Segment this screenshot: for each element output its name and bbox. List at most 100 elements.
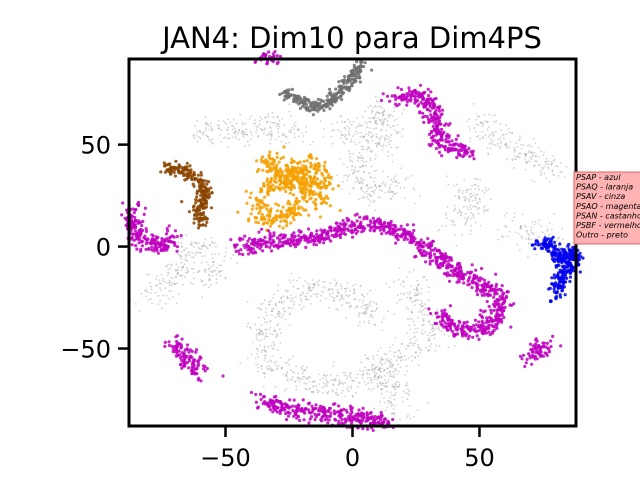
data-point [274, 202, 278, 206]
data-point [176, 341, 180, 345]
data-point [170, 234, 175, 238]
data-point [304, 298, 307, 301]
data-point [431, 330, 434, 333]
data-point [279, 356, 282, 359]
data-point [163, 340, 167, 344]
data-point [354, 181, 357, 183]
data-point [378, 368, 380, 370]
data-point [367, 369, 370, 371]
data-point [262, 372, 264, 374]
data-point [370, 186, 373, 189]
data-point [375, 169, 378, 172]
data-point [289, 131, 292, 134]
data-point [527, 256, 529, 259]
data-point [543, 165, 546, 168]
data-point [158, 279, 161, 281]
data-point [368, 322, 370, 325]
data-point [303, 305, 305, 308]
data-point [476, 202, 479, 205]
data-point [361, 157, 363, 159]
data-point [476, 178, 479, 181]
data-point [290, 114, 293, 117]
data-point [282, 213, 286, 217]
data-point [459, 277, 463, 281]
data-point [202, 242, 205, 245]
data-point [394, 129, 396, 132]
data-point [261, 302, 264, 305]
data-point [369, 159, 372, 162]
data-point [477, 185, 479, 188]
data-point [486, 210, 488, 212]
data-point [376, 383, 379, 385]
data-point [431, 124, 435, 128]
data-point [188, 354, 192, 358]
data-point [489, 308, 493, 312]
data-point [145, 240, 149, 244]
data-point [422, 250, 426, 254]
data-point [335, 308, 338, 310]
data-point [188, 170, 192, 174]
data-point [246, 239, 250, 243]
data-point [288, 313, 291, 316]
data-point [366, 183, 369, 186]
data-point [350, 422, 354, 426]
data-point [388, 360, 391, 362]
data-point [176, 273, 179, 276]
data-point [328, 406, 332, 410]
data-point [362, 136, 365, 139]
data-point [284, 134, 286, 137]
data-point [434, 258, 438, 262]
data-point [417, 316, 419, 319]
data-point [393, 313, 395, 316]
data-point [260, 339, 262, 342]
data-point [314, 197, 318, 202]
data-point [187, 251, 190, 254]
data-point [447, 279, 452, 283]
data-point [427, 320, 430, 323]
data-point [306, 282, 309, 285]
data-point [407, 357, 410, 360]
data-point [467, 146, 471, 151]
data-point [302, 369, 305, 372]
data-point [292, 297, 294, 300]
data-point [332, 361, 335, 364]
data-point [392, 412, 394, 415]
data-point [200, 261, 203, 264]
data-point [334, 87, 338, 91]
data-point [393, 373, 396, 376]
data-point [343, 395, 346, 398]
data-point [270, 369, 273, 372]
data-point [400, 355, 403, 358]
data-point [475, 205, 477, 208]
data-point [478, 115, 481, 118]
data-point [492, 295, 496, 299]
data-point [384, 118, 387, 121]
data-point [417, 244, 421, 248]
data-point [305, 131, 307, 134]
data-point [348, 152, 351, 155]
data-point [350, 387, 352, 390]
data-point [169, 267, 172, 270]
data-point [385, 282, 388, 285]
data-point [336, 295, 338, 297]
data-point [413, 189, 416, 191]
data-point [180, 200, 184, 204]
data-point [322, 241, 326, 245]
chart-title: JAN4: Dim10 para Dim4PS [160, 21, 542, 55]
data-point [177, 349, 181, 353]
data-point [171, 347, 175, 351]
data-point [207, 128, 210, 131]
data-point [186, 260, 189, 262]
data-point [167, 343, 171, 347]
data-point [387, 310, 389, 313]
data-point [257, 126, 260, 128]
data-point [150, 288, 153, 291]
data-point [317, 389, 320, 392]
data-point [349, 225, 354, 229]
data-point [469, 137, 472, 140]
data-point [364, 311, 367, 313]
data-point [189, 243, 192, 246]
data-point [171, 350, 175, 354]
data-point [302, 195, 306, 199]
data-point [428, 256, 432, 260]
